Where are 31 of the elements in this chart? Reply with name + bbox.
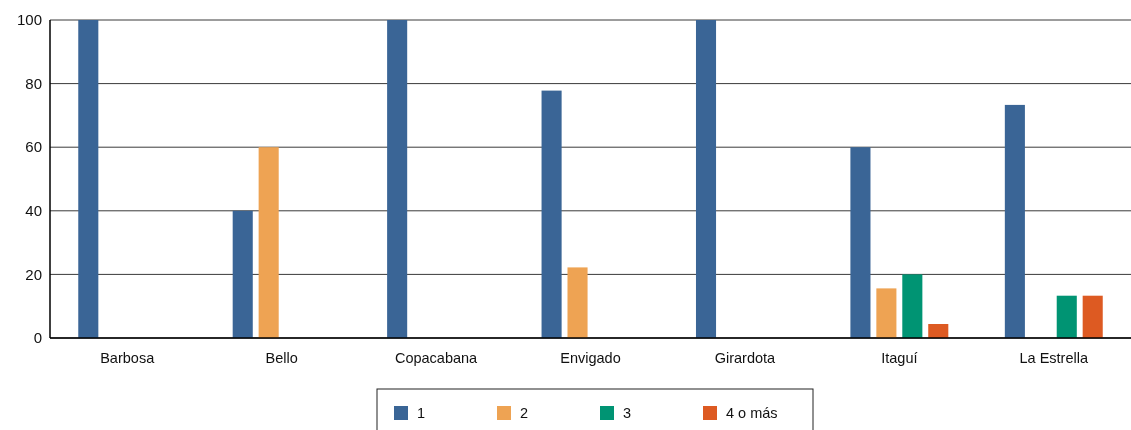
y-tick-label: 100 xyxy=(16,11,42,29)
x-tick-label: Barbosa xyxy=(100,350,156,366)
bar xyxy=(1082,295,1103,338)
y-tick-label: 20 xyxy=(25,265,42,283)
bar xyxy=(78,20,99,338)
x-tick-label: Copacabana xyxy=(394,350,479,366)
x-tick-label: Bello xyxy=(265,350,298,366)
bar xyxy=(1056,295,1077,338)
bar xyxy=(1004,104,1025,338)
bar xyxy=(876,288,897,338)
bar xyxy=(258,147,279,338)
bar xyxy=(567,267,588,338)
bar xyxy=(232,210,253,338)
bar xyxy=(541,90,562,338)
x-tick-label: Envigado xyxy=(560,350,621,366)
x-tick-label: Girardota xyxy=(714,350,777,366)
bar xyxy=(850,147,871,338)
legend-label: 3 xyxy=(623,405,632,422)
y-tick-label: 40 xyxy=(25,202,42,220)
x-tick-label: La Estrella xyxy=(1019,350,1089,366)
bar xyxy=(928,324,949,338)
y-tick-label: 60 xyxy=(25,138,42,156)
legend-label: 4 o más xyxy=(726,405,778,422)
bar xyxy=(387,20,408,338)
y-tick-label: 80 xyxy=(25,74,42,92)
y-tick-label: 0 xyxy=(33,329,42,347)
legend-label: 2 xyxy=(520,405,529,422)
legend-label: 1 xyxy=(417,405,426,422)
bar xyxy=(695,20,717,338)
bar xyxy=(902,274,923,338)
x-tick-label: Itaguí xyxy=(881,350,918,366)
